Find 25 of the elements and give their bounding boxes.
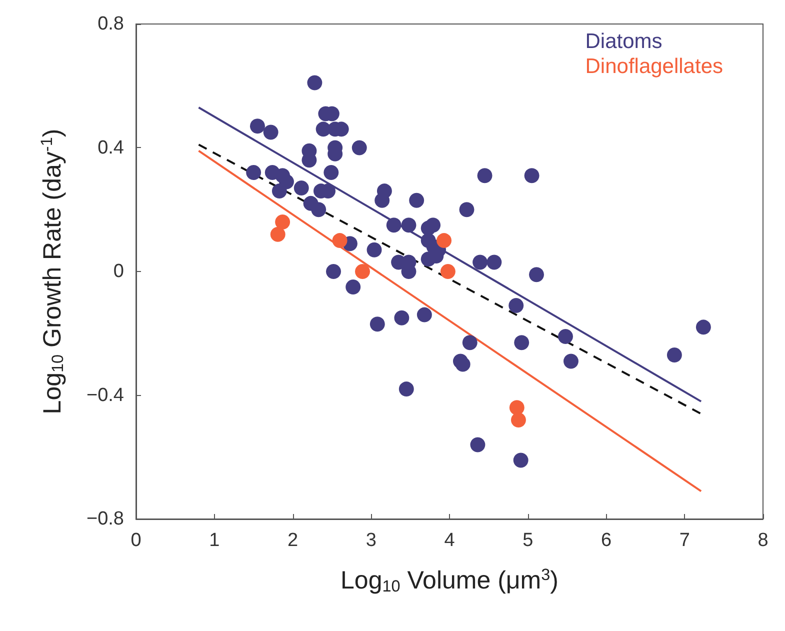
point — [332, 233, 348, 248]
point — [275, 214, 290, 230]
x-tick-label: 5 — [522, 530, 534, 551]
point — [510, 412, 526, 428]
y-axis-title: Log10 Growth Rate (day-1) — [38, 128, 67, 414]
point — [355, 264, 370, 279]
text: Dinoflagellates — [585, 55, 724, 78]
x-tick-label: 6 — [600, 530, 612, 551]
x-tick-label: 3 — [366, 530, 376, 551]
y-tick-label: 0.8 — [98, 14, 124, 34]
point — [509, 400, 524, 416]
y-tick-label: −0.8 — [86, 508, 124, 530]
x-tick-label: 2 — [287, 530, 298, 551]
x-tick-label: 0 — [130, 530, 142, 551]
x-tick-label: 1 — [209, 530, 220, 551]
point — [436, 233, 452, 248]
x-tick-label: 8 — [758, 530, 768, 551]
y-tick-label: 0.4 — [98, 137, 124, 158]
text: Diatoms — [585, 30, 662, 53]
point — [440, 264, 456, 279]
x-tick-label: 4 — [444, 530, 456, 551]
x-tick-label: 7 — [679, 530, 690, 551]
y-tick-label: −0.4 — [86, 384, 124, 406]
y-tick-label: 0 — [113, 261, 124, 282]
point — [270, 226, 286, 242]
